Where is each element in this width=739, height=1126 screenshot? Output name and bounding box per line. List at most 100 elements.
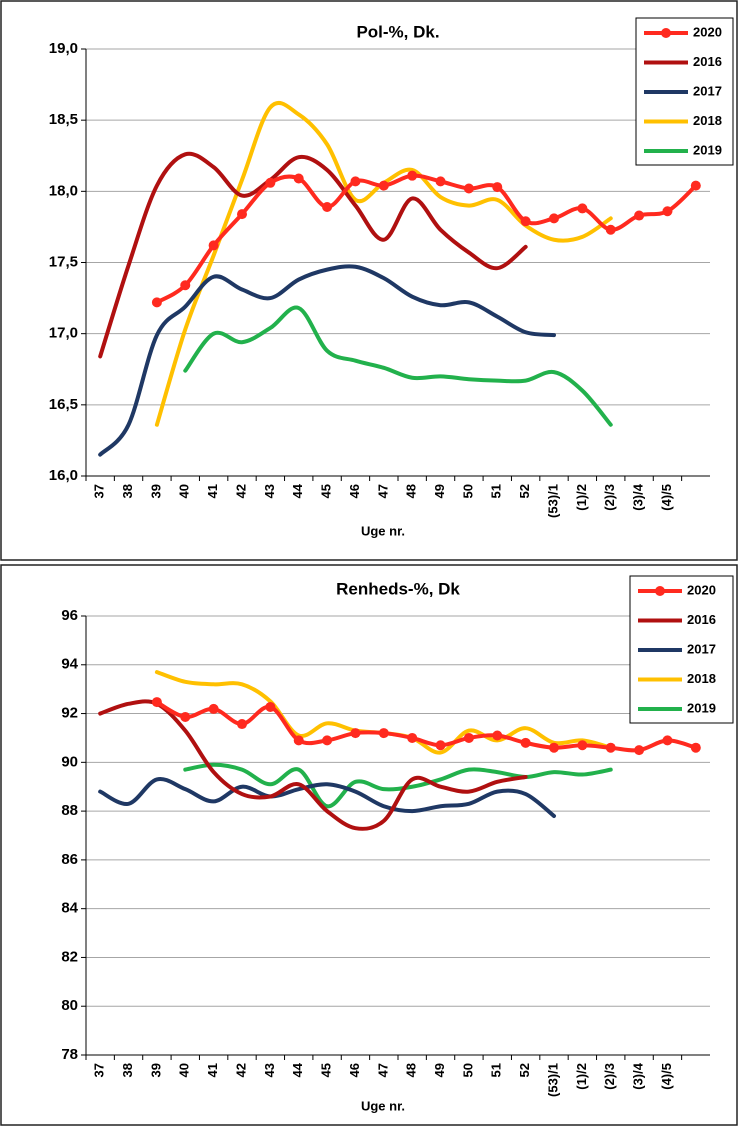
data-point xyxy=(577,203,588,214)
x-tick-label: 43 xyxy=(262,1063,277,1077)
chart-title: Pol-%, Dk. xyxy=(356,22,439,41)
x-tick-label: 39 xyxy=(148,1063,163,1077)
x-tick-label: 42 xyxy=(233,484,248,498)
x-tick-label: (2)/3 xyxy=(602,484,617,511)
y-tick-label: 96 xyxy=(61,607,78,624)
x-tick-label: 40 xyxy=(177,484,192,498)
x-tick-label: 49 xyxy=(432,484,447,498)
data-point xyxy=(293,173,304,184)
y-tick-label: 80 xyxy=(61,997,78,1014)
x-tick-label: 41 xyxy=(205,1063,220,1077)
data-point xyxy=(605,742,616,753)
data-point xyxy=(350,728,361,739)
x-axis-label: Uge nr. xyxy=(361,523,405,538)
data-point xyxy=(378,180,389,191)
x-tick-label: 43 xyxy=(262,484,277,498)
legend-label: 2018 xyxy=(687,671,716,686)
x-tick-label: 39 xyxy=(148,484,163,498)
x-tick-label: (3)/4 xyxy=(631,1062,646,1090)
data-point xyxy=(265,701,276,712)
data-point xyxy=(208,703,219,714)
legend-label: 2016 xyxy=(687,612,716,627)
data-point xyxy=(520,737,531,748)
x-tick-label: 47 xyxy=(375,484,390,498)
legend-label: 2017 xyxy=(687,641,716,656)
panel xyxy=(0,564,738,1126)
data-point xyxy=(180,711,191,722)
x-tick-label: 51 xyxy=(489,1063,504,1077)
data-point xyxy=(492,730,503,741)
y-tick-label: 82 xyxy=(61,948,78,965)
legend-marker xyxy=(655,586,665,596)
x-tick-label: (2)/3 xyxy=(602,1063,617,1090)
data-point xyxy=(237,209,247,220)
x-tick-label: 50 xyxy=(460,1063,475,1077)
x-tick-label: 52 xyxy=(517,1063,532,1077)
data-point xyxy=(549,742,559,753)
data-point xyxy=(662,206,673,217)
x-tick-label: (1)/2 xyxy=(574,1063,589,1090)
x-tick-label: 37 xyxy=(92,1063,107,1077)
y-tick-label: 17,5 xyxy=(49,253,78,270)
series-line xyxy=(183,762,613,809)
series-line xyxy=(98,776,556,818)
x-tick-label: 52 xyxy=(517,484,532,498)
series-line xyxy=(154,101,613,427)
data-point xyxy=(690,742,701,753)
data-point xyxy=(520,216,531,227)
x-tick-label: 49 xyxy=(432,1063,447,1077)
y-tick-label: 84 xyxy=(61,900,78,917)
x-tick-label: (1)/2 xyxy=(574,484,589,511)
y-tick-label: 18,5 xyxy=(49,111,78,128)
x-tick-label: 41 xyxy=(205,484,220,498)
chart-title: Renheds-%, Dk xyxy=(336,579,460,598)
x-tick-label: 48 xyxy=(404,484,419,498)
x-tick-label: 45 xyxy=(319,484,334,498)
series-line xyxy=(98,151,528,359)
legend-marker xyxy=(661,28,671,38)
y-tick-label: 90 xyxy=(61,753,78,770)
data-point xyxy=(407,170,418,181)
legend-label: 2020 xyxy=(693,24,722,39)
x-tick-label: (53)/1 xyxy=(545,1063,560,1097)
legend-label: 2019 xyxy=(693,142,722,157)
y-tick-label: 94 xyxy=(61,656,78,673)
data-point xyxy=(634,210,645,221)
data-point xyxy=(151,697,162,708)
data-point xyxy=(435,740,446,751)
x-tick-label: 44 xyxy=(290,1062,305,1077)
data-point xyxy=(237,719,247,730)
data-point xyxy=(208,240,219,251)
data-point xyxy=(151,297,162,308)
y-tick-label: 18,0 xyxy=(49,182,78,199)
data-point xyxy=(690,180,701,191)
x-tick-label: 45 xyxy=(319,1063,334,1077)
y-tick-label: 92 xyxy=(61,705,78,722)
x-tick-label: 48 xyxy=(404,1063,419,1077)
data-point xyxy=(577,740,588,751)
legend-label: 2017 xyxy=(693,83,722,98)
y-tick-label: 16,5 xyxy=(49,396,78,413)
data-point xyxy=(407,732,418,743)
x-tick-label: 40 xyxy=(177,1063,192,1077)
data-point xyxy=(350,176,361,187)
data-point xyxy=(378,728,389,739)
x-axis-label: Uge nr. xyxy=(361,1098,405,1113)
legend-label: 2020 xyxy=(687,582,716,597)
data-point xyxy=(322,201,333,212)
series-line xyxy=(98,264,556,457)
legend-label: 2018 xyxy=(693,113,722,128)
data-point xyxy=(492,182,503,193)
y-tick-label: 86 xyxy=(61,851,78,868)
y-tick-label: 78 xyxy=(61,1046,78,1063)
x-tick-label: 38 xyxy=(120,1063,135,1077)
x-tick-label: 37 xyxy=(92,484,107,498)
legend-label: 2016 xyxy=(693,54,722,69)
x-tick-label: (4)/5 xyxy=(659,484,674,511)
series-line xyxy=(183,305,613,427)
x-tick-label: (3)/4 xyxy=(631,483,646,511)
data-point xyxy=(463,732,474,743)
x-tick-label: 47 xyxy=(375,1063,390,1077)
x-tick-label: (4)/5 xyxy=(659,1063,674,1090)
